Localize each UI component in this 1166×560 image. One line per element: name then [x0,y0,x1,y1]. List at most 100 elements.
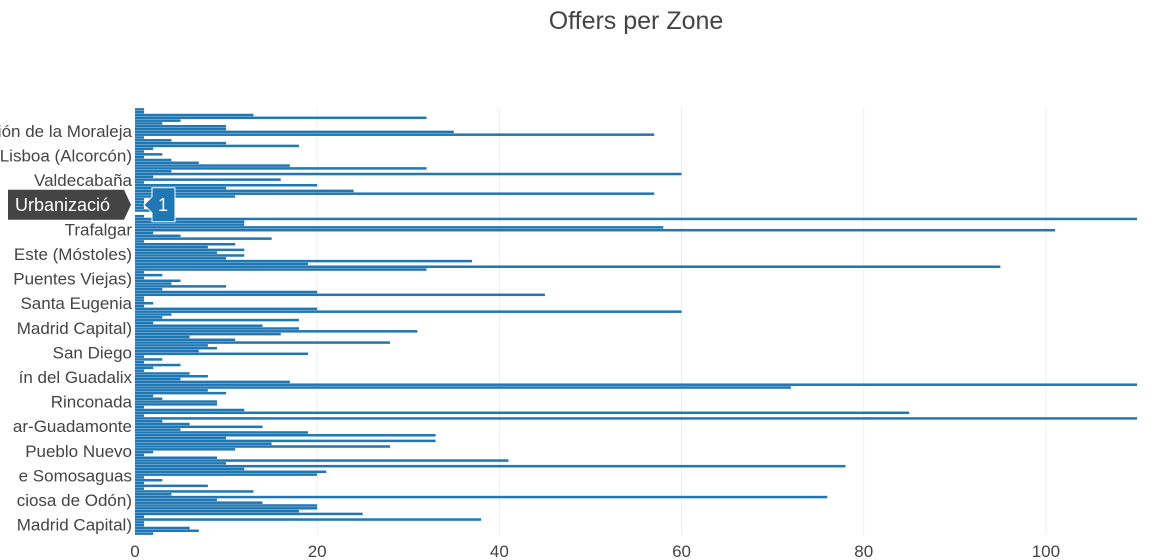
bar[interactable] [135,301,154,305]
bar[interactable] [135,470,327,474]
bar[interactable] [135,186,227,190]
bar[interactable] [135,327,299,330]
bar[interactable] [135,518,482,521]
bar[interactable] [135,248,245,252]
bar[interactable] [135,290,318,294]
bar[interactable] [135,490,254,493]
bar[interactable] [135,335,190,339]
bar[interactable] [135,226,664,229]
bar[interactable] [135,155,145,159]
bar[interactable] [135,509,299,513]
bar[interactable] [135,478,163,482]
bar[interactable] [135,495,828,499]
bar[interactable] [135,316,163,319]
bar[interactable] [135,108,145,111]
bar[interactable] [135,434,436,437]
bar[interactable] [135,419,163,423]
bar[interactable] [135,262,309,266]
bar[interactable] [135,380,290,384]
bar[interactable] [135,293,545,297]
bar[interactable] [135,287,163,291]
bar[interactable] [135,422,190,426]
bar[interactable] [135,251,217,254]
bar[interactable] [135,110,145,114]
bar[interactable] [135,254,245,257]
bar[interactable] [135,341,391,344]
bar[interactable] [135,366,154,370]
bar[interactable] [135,268,427,271]
bar[interactable] [135,456,217,460]
bar[interactable] [135,206,145,209]
bar[interactable] [135,198,145,201]
bar[interactable] [135,175,154,179]
bar[interactable] [135,411,910,415]
bar[interactable] [135,377,181,381]
bar[interactable] [135,113,254,117]
bar[interactable] [135,200,145,204]
bar[interactable] [135,448,236,451]
bar[interactable] [135,321,154,325]
bar[interactable] [135,265,1001,268]
bar[interactable] [135,240,145,243]
bar[interactable] [135,498,217,502]
bar[interactable] [135,484,208,488]
bar[interactable] [135,282,172,285]
bar[interactable] [135,425,263,429]
bar[interactable] [135,352,309,356]
bar[interactable] [135,445,391,448]
bar[interactable] [135,344,208,347]
bar[interactable] [135,178,281,181]
bar[interactable] [135,375,208,378]
bar[interactable] [135,397,163,401]
bar[interactable] [135,130,454,134]
bar[interactable] [135,271,145,274]
bar[interactable] [135,349,199,353]
bar[interactable] [135,313,172,316]
bar[interactable] [135,153,163,156]
bar[interactable] [135,158,172,162]
bar[interactable] [135,459,509,462]
bar[interactable] [135,515,145,518]
bar[interactable] [135,220,245,224]
bar[interactable] [135,245,208,249]
bar[interactable] [135,192,655,195]
bar[interactable] [135,127,227,131]
bar[interactable] [135,507,318,510]
bar[interactable] [135,228,1056,232]
bar[interactable] [135,234,181,238]
bar[interactable] [135,122,163,125]
bar[interactable] [135,324,263,327]
bar[interactable] [135,394,154,398]
bar[interactable] [135,279,181,283]
bar[interactable] [135,169,172,173]
bar-series[interactable] [135,108,1137,535]
bar[interactable] [135,304,145,308]
bar[interactable] [135,141,227,145]
bar[interactable] [135,147,154,150]
bar[interactable] [135,346,217,350]
bar[interactable] [135,214,145,218]
bar[interactable] [135,405,145,409]
bar[interactable] [135,417,1137,420]
bar[interactable] [135,144,299,148]
bar[interactable] [135,360,145,364]
bar[interactable] [135,338,236,342]
bar[interactable] [135,481,145,485]
bar[interactable] [135,428,181,431]
bar[interactable] [135,310,682,313]
bar[interactable] [135,209,154,212]
bar[interactable] [135,125,227,128]
bar[interactable] [135,436,227,440]
bar[interactable] [135,386,791,389]
bar[interactable] [135,217,1137,221]
bar[interactable] [135,136,145,139]
bar[interactable] [135,391,227,395]
bar[interactable] [135,276,145,280]
bar[interactable] [135,330,418,333]
bar[interactable] [135,242,236,246]
bar[interactable] [135,521,145,524]
bar[interactable] [135,259,473,263]
bar[interactable] [135,318,299,322]
bar[interactable] [135,529,199,533]
bar[interactable] [135,400,217,403]
